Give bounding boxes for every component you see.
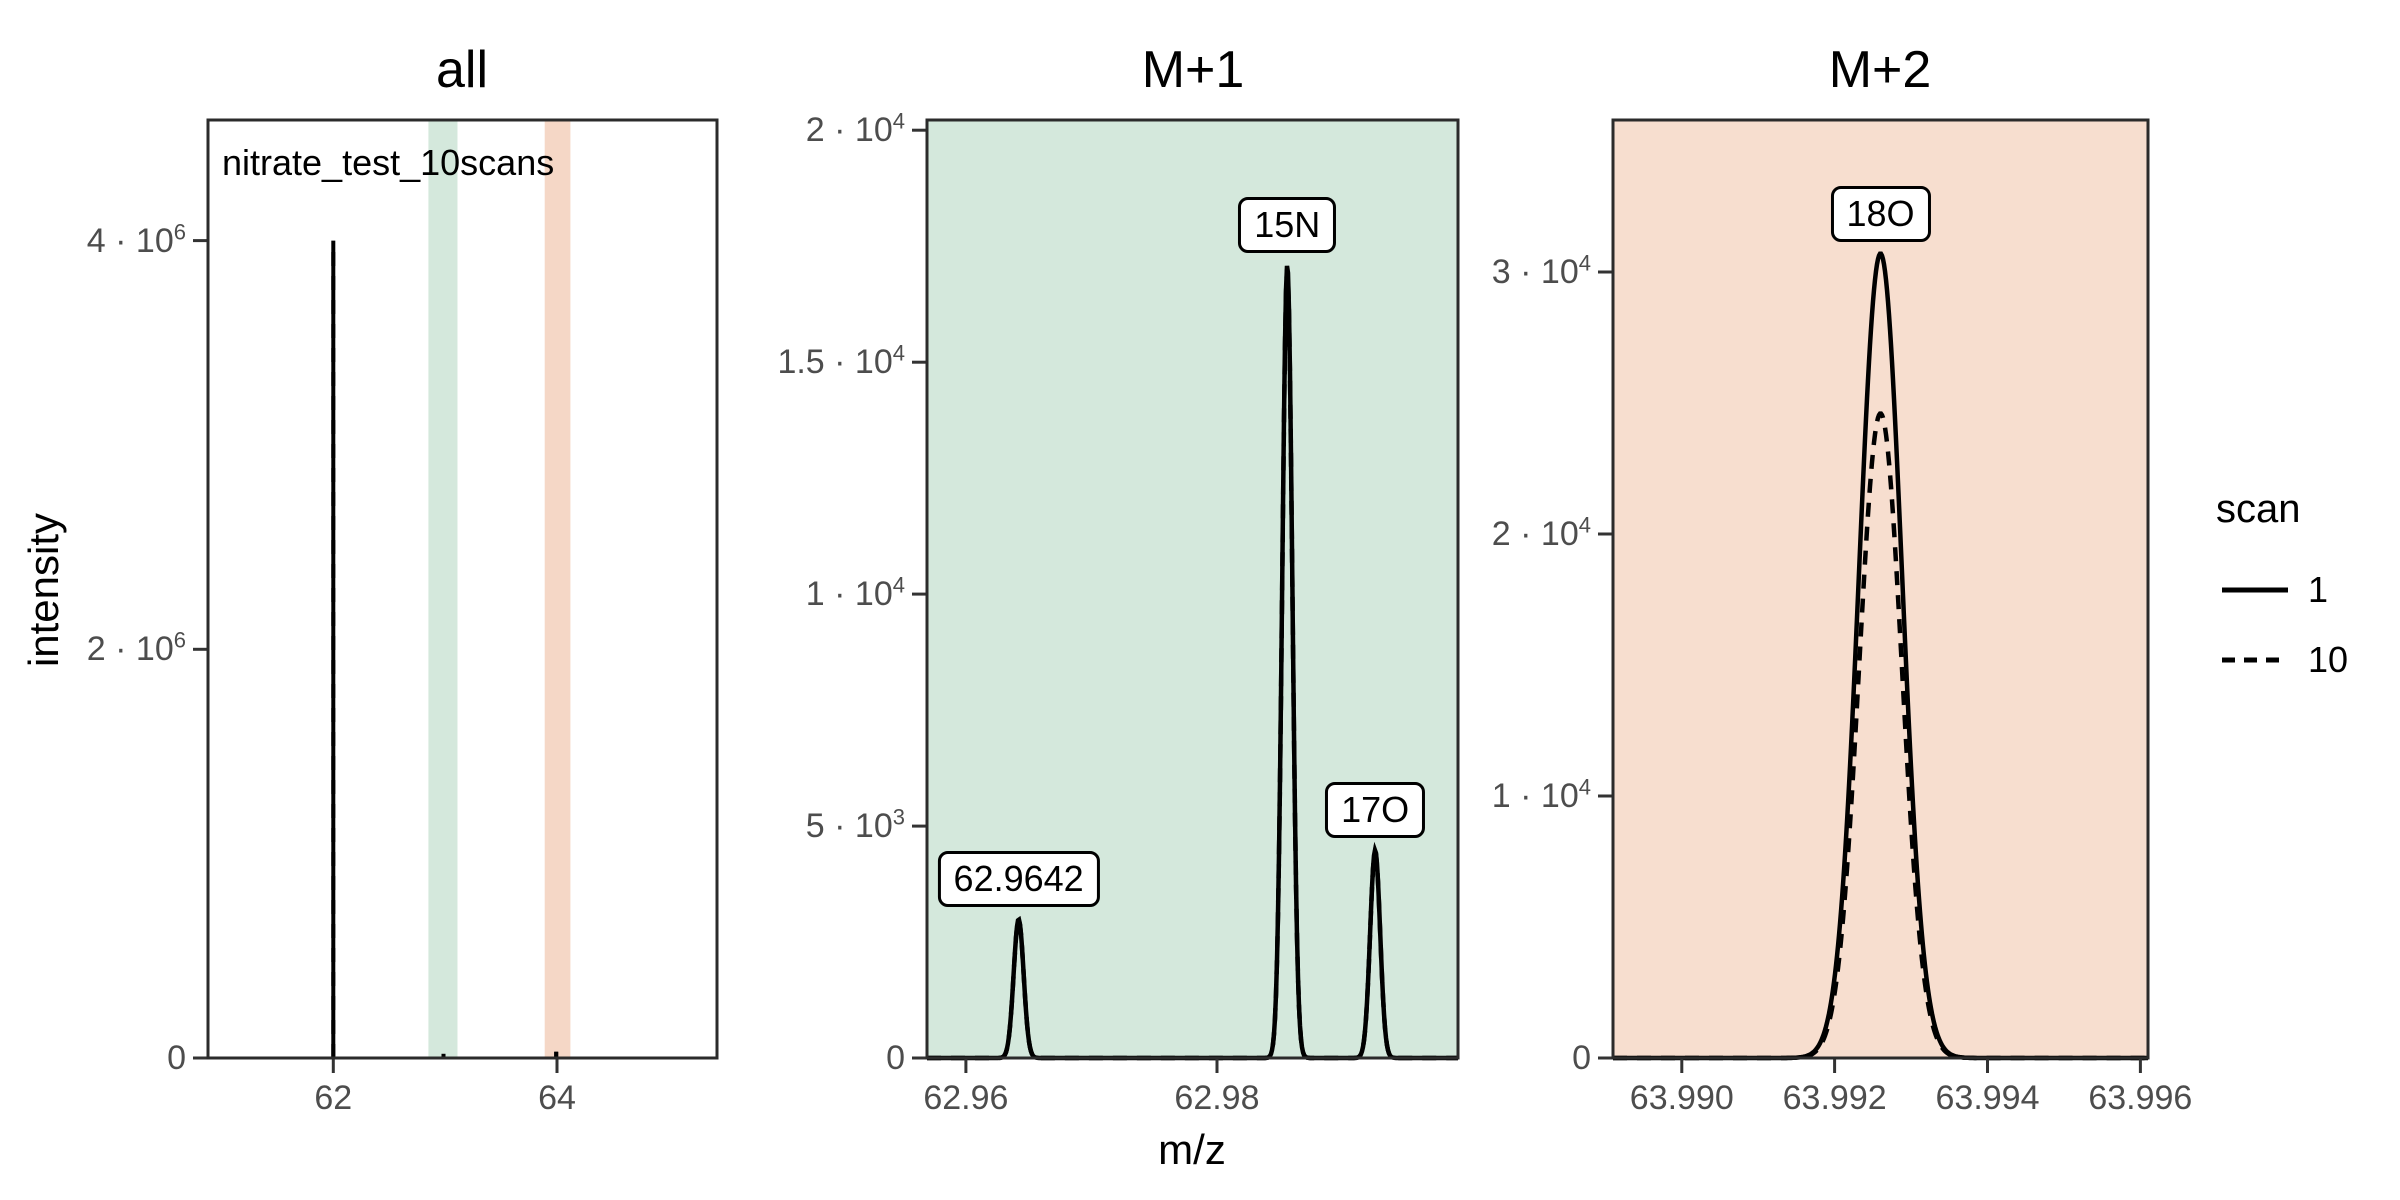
panel-title-all: all: [435, 41, 489, 99]
highlight-band-M+2: [544, 120, 571, 1058]
y-tick-label: 5 · 103: [805, 804, 905, 846]
y-tick-label: 2 · 106: [86, 627, 186, 669]
y-tick-label: 1 · 104: [1491, 774, 1591, 815]
y-tick-label: 3 · 104: [1491, 250, 1591, 291]
x-tick-label: 63.996: [2088, 1079, 2193, 1117]
legend-title: scan: [2216, 487, 2301, 531]
highlight-band-M+1: [428, 120, 458, 1058]
peak-label-18O: 18O: [1830, 185, 1931, 242]
x-axis-title: m/z: [1158, 1126, 1226, 1173]
x-tick-label: 64: [538, 1079, 576, 1117]
panel-bg-all: [208, 120, 717, 1058]
panel-border-M+2: [1611, 118, 2150, 1060]
x-tick-label: 62.96: [923, 1079, 1009, 1117]
x-tick-label: 62: [314, 1079, 353, 1117]
peak-label-17O: 17O: [1325, 782, 1426, 839]
panel-title-m1: M+1: [1141, 41, 1245, 99]
peak-label-15N: 15N: [1238, 196, 1337, 253]
y-tick-label: 0: [167, 1039, 186, 1077]
y-tick-label: 2 · 104: [1491, 512, 1591, 553]
y-tick-label: 1 · 104: [805, 572, 905, 614]
legend-label-scan-10: 10: [2308, 639, 2349, 680]
panel-bg-M+2: [1613, 120, 2148, 1058]
x-tick-label: 63.990: [1629, 1079, 1734, 1117]
y-axis-title: intensity: [20, 512, 67, 668]
y-tick-label: 1.5 · 104: [777, 340, 905, 382]
panel-title-m2: M+2: [1828, 41, 1932, 99]
y-tick-label: 4 · 106: [86, 219, 186, 260]
file-annotation: nitrate_test_10scans: [222, 142, 555, 183]
y-tick-label: 2 · 104: [805, 108, 905, 150]
x-tick-label: 62.98: [1174, 1079, 1260, 1117]
panel-border-all: [206, 118, 719, 1060]
x-tick-label: 63.994: [1935, 1079, 2040, 1117]
peak-label-62.9642: 62.9642: [937, 851, 1100, 908]
panel-border-M+1: [925, 118, 1460, 1060]
x-tick-label: 63.992: [1782, 1079, 1887, 1117]
y-tick-label: 0: [1572, 1039, 1591, 1077]
y-tick-label: 0: [886, 1039, 905, 1077]
legend-label-scan-1: 1: [2308, 569, 2329, 610]
